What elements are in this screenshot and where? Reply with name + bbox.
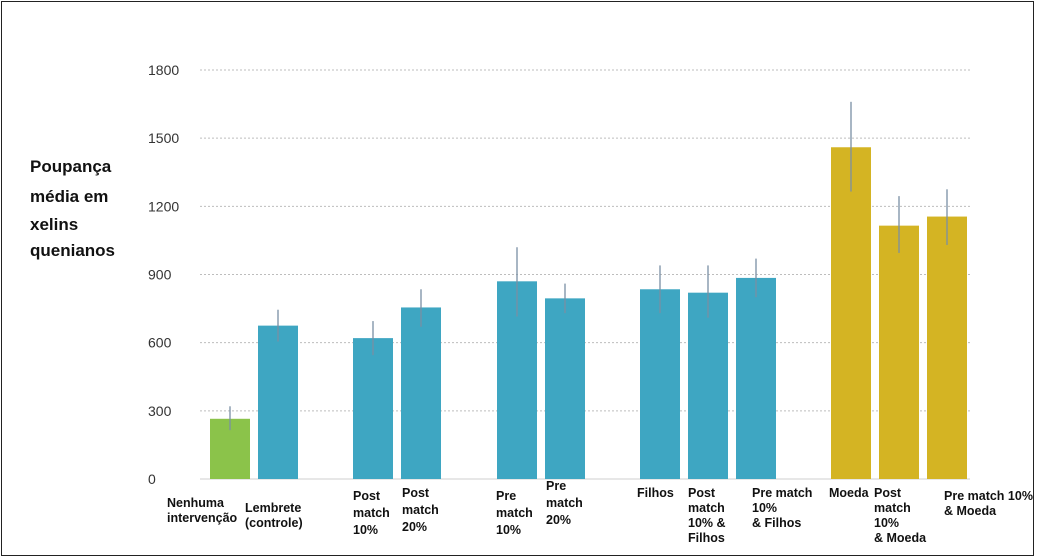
y-axis-label-line: média em: [30, 187, 109, 206]
x-category-label: Filhos: [637, 486, 674, 500]
x-category-label: Post match 10% & Filhos: [688, 486, 726, 545]
bar: [879, 225, 919, 479]
x-category-label: Post match 10%: [353, 489, 390, 537]
x-category-label: Post match 20%: [402, 486, 439, 534]
bar: [927, 216, 967, 479]
bar: [545, 298, 585, 479]
bar: [688, 292, 728, 479]
y-axis-label-line: quenianos: [30, 241, 116, 260]
y-tick-label: 900: [148, 267, 172, 283]
y-tick-label: 600: [148, 335, 172, 351]
x-category-label: Pre match 20%: [546, 479, 583, 527]
bar: [353, 338, 393, 479]
x-category-label: Nenhuma intervenção: [167, 496, 238, 525]
y-axis-label-line: Poupança: [30, 157, 112, 176]
bar: [831, 147, 871, 479]
y-tick-label: 1500: [148, 130, 179, 146]
y-tick-label: 1800: [148, 62, 179, 78]
y-axis-label-line: xelins: [30, 215, 79, 234]
x-category-label: Post match 10% & Moeda: [874, 486, 927, 545]
y-tick-label: 0: [148, 471, 156, 487]
x-category-label: Moeda: [829, 486, 870, 500]
y-tick-label: 300: [148, 403, 172, 419]
x-category-label: Pre match 10%: [496, 489, 533, 537]
x-category-label: Pre match 10% & Moeda: [944, 489, 1033, 518]
bar: [736, 277, 776, 479]
y-tick-label: 1200: [148, 198, 179, 214]
x-category-label: Pre match 10% & Filhos: [752, 486, 812, 530]
bar: [258, 325, 298, 479]
bar: [401, 307, 441, 479]
x-category-label: Lembrete (controle): [245, 501, 303, 530]
bar: [640, 289, 680, 479]
